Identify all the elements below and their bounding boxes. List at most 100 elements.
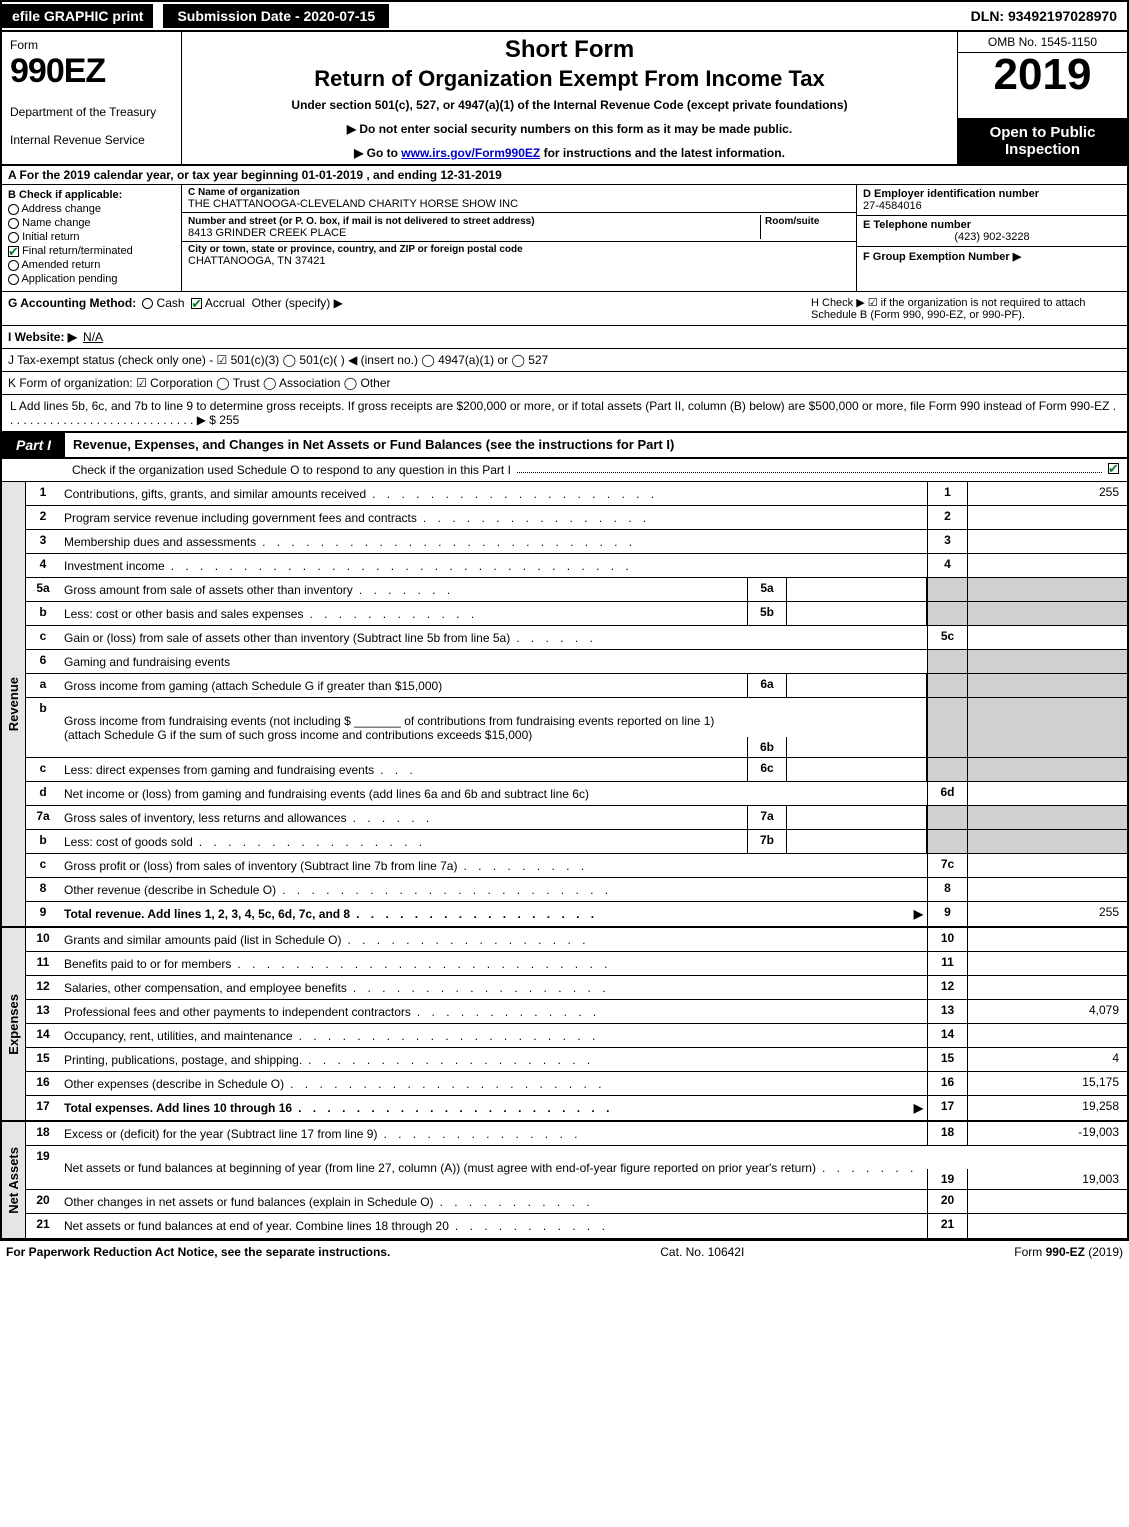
line-21: 21Net assets or fund balances at end of … xyxy=(26,1214,1127,1238)
line-11: 11Benefits paid to or for members. . . .… xyxy=(26,952,1127,976)
irs-link[interactable]: www.irs.gov/Form990EZ xyxy=(401,146,540,160)
info-grid: B Check if applicable: Address change Na… xyxy=(0,185,1129,292)
line-2: 2Program service revenue including gover… xyxy=(26,506,1127,530)
arrow-icon: ▶ xyxy=(914,907,923,921)
street-value: 8413 GRINDER CREEK PLACE xyxy=(188,227,346,239)
dept-irs: Internal Revenue Service xyxy=(10,133,173,147)
footer-form-id: Form 990-EZ (2019) xyxy=(1014,1245,1123,1259)
line-3: 3Membership dues and assessments. . . . … xyxy=(26,530,1127,554)
line-6b: bGross income from fundraising events (n… xyxy=(26,698,1127,758)
line-10: 10Grants and similar amounts paid (list … xyxy=(26,928,1127,952)
chk-final-return[interactable]: Final return/terminated xyxy=(8,245,175,257)
row-i-website: I Website: ▶ N/A xyxy=(0,326,1129,349)
line-14: 14Occupancy, rent, utilities, and mainte… xyxy=(26,1024,1127,1048)
part1-checkbox[interactable] xyxy=(1108,463,1119,474)
part1-check-row: Check if the organization used Schedule … xyxy=(0,459,1129,482)
open-public-badge: Open to Public Inspection xyxy=(958,118,1127,164)
part1-check-text: Check if the organization used Schedule … xyxy=(72,463,511,477)
phone-label: E Telephone number xyxy=(863,219,1121,231)
col-b-checkboxes: B Check if applicable: Address change Na… xyxy=(2,185,182,291)
form-subtitle: Under section 501(c), 527, or 4947(a)(1)… xyxy=(190,98,949,112)
goto-post: for instructions and the latest informat… xyxy=(544,146,785,160)
row-a-tax-year: A For the 2019 calendar year, or tax yea… xyxy=(0,166,1129,185)
form-word: Form xyxy=(10,38,173,52)
part1-header: Part I Revenue, Expenses, and Changes in… xyxy=(0,432,1129,459)
j-text: J Tax-exempt status (check only one) - ☑… xyxy=(8,353,548,367)
expenses-tab: Expenses xyxy=(2,928,26,1120)
row-l-gross-receipts: L Add lines 5b, 6c, and 7b to line 9 to … xyxy=(0,395,1129,432)
footer-left: For Paperwork Reduction Act Notice, see … xyxy=(6,1245,390,1259)
line-4: 4Investment income. . . . . . . . . . . … xyxy=(26,554,1127,578)
form-header: Form 990EZ Department of the Treasury In… xyxy=(0,32,1129,166)
goto-pre: ▶ Go to xyxy=(354,146,401,160)
i-value: N/A xyxy=(83,330,103,344)
line-7c: cGross profit or (loss) from sales of in… xyxy=(26,854,1127,878)
dept-treasury: Department of the Treasury xyxy=(10,105,173,119)
form-goto-link-row: ▶ Go to www.irs.gov/Form990EZ for instru… xyxy=(190,146,949,160)
line-5c: cGain or (loss) from sale of assets othe… xyxy=(26,626,1127,650)
i-label: I Website: ▶ xyxy=(8,330,77,344)
line-1: 1Contributions, gifts, grants, and simil… xyxy=(26,482,1127,506)
form-number: 990EZ xyxy=(10,52,173,91)
line-9: 9Total revenue. Add lines 1, 2, 3, 4, 5c… xyxy=(26,902,1127,926)
part1-title: Revenue, Expenses, and Changes in Net As… xyxy=(65,433,1127,457)
g-accrual[interactable]: Accrual xyxy=(191,296,245,310)
col-c-org-info: C Name of organization THE CHATTANOOGA-C… xyxy=(182,185,857,291)
form-title-main: Return of Organization Exempt From Incom… xyxy=(190,66,949,92)
line-17: 17Total expenses. Add lines 10 through 1… xyxy=(26,1096,1127,1120)
line-13: 13Professional fees and other payments t… xyxy=(26,1000,1127,1024)
row-k-form-org: K Form of organization: ☑ Corporation ◯ … xyxy=(0,372,1129,395)
netassets-tab: Net Assets xyxy=(2,1122,26,1238)
line-6a: aGross income from gaming (attach Schedu… xyxy=(26,674,1127,698)
revenue-section: Revenue 1Contributions, gifts, grants, a… xyxy=(0,482,1129,928)
col-de-ids: D Employer identification number 27-4584… xyxy=(857,185,1127,291)
line-7b: bLess: cost of goods sold. . . . . . . .… xyxy=(26,830,1127,854)
submission-date-label: Submission Date - 2020-07-15 xyxy=(161,2,391,30)
form-ssn-warning: ▶ Do not enter social security numbers o… xyxy=(190,122,949,136)
netassets-section: Net Assets 18Excess or (deficit) for the… xyxy=(0,1122,1129,1240)
efile-print-label[interactable]: efile GRAPHIC print xyxy=(2,4,153,28)
form-title-short: Short Form xyxy=(190,36,949,64)
row-g-accounting: G Accounting Method: Cash Accrual Other … xyxy=(0,292,1129,326)
line-7a: 7aGross sales of inventory, less returns… xyxy=(26,806,1127,830)
line-19: 19Net assets or fund balances at beginni… xyxy=(26,1146,1127,1190)
room-label: Room/suite xyxy=(765,216,819,227)
top-bar: efile GRAPHIC print Submission Date - 20… xyxy=(0,0,1129,32)
line-8: 8Other revenue (describe in Schedule O).… xyxy=(26,878,1127,902)
footer-cat-no: Cat. No. 10642I xyxy=(390,1245,1014,1259)
chk-application-pending[interactable]: Application pending xyxy=(8,273,175,285)
line-18: 18Excess or (deficit) for the year (Subt… xyxy=(26,1122,1127,1146)
city-value: CHATTANOOGA, TN 37421 xyxy=(188,255,850,267)
arrow-icon: ▶ xyxy=(914,1101,923,1115)
org-name: THE CHATTANOOGA-CLEVELAND CHARITY HORSE … xyxy=(188,198,850,210)
part1-tag: Part I xyxy=(2,433,65,457)
line-6: 6Gaming and fundraising events xyxy=(26,650,1127,674)
col-b-header: B Check if applicable: xyxy=(8,189,175,201)
line-12: 12Salaries, other compensation, and empl… xyxy=(26,976,1127,1000)
dln-label: DLN: 93492197028970 xyxy=(961,4,1127,28)
row-j-tax-exempt: J Tax-exempt status (check only one) - ☑… xyxy=(0,349,1129,372)
line-5b: bLess: cost or other basis and sales exp… xyxy=(26,602,1127,626)
line-5a: 5aGross amount from sale of assets other… xyxy=(26,578,1127,602)
page-footer: For Paperwork Reduction Act Notice, see … xyxy=(0,1240,1129,1263)
phone-value: (423) 902-3228 xyxy=(863,231,1121,243)
revenue-tab: Revenue xyxy=(2,482,26,926)
chk-initial-return[interactable]: Initial return xyxy=(8,231,175,243)
chk-address-change[interactable]: Address change xyxy=(8,203,175,215)
line-16: 16Other expenses (describe in Schedule O… xyxy=(26,1072,1127,1096)
g-other[interactable]: Other (specify) ▶ xyxy=(252,296,343,310)
h-check-text: H Check ▶ ☑ if the organization is not r… xyxy=(811,296,1121,321)
group-exemption-label: F Group Exemption Number ▶ xyxy=(863,250,1121,263)
line-15: 15Printing, publications, postage, and s… xyxy=(26,1048,1127,1072)
chk-amended-return[interactable]: Amended return xyxy=(8,259,175,271)
tax-year: 2019 xyxy=(958,53,1127,97)
line-6d: dNet income or (loss) from gaming and fu… xyxy=(26,782,1127,806)
chk-name-change[interactable]: Name change xyxy=(8,217,175,229)
k-text: K Form of organization: ☑ Corporation ◯ … xyxy=(8,376,391,390)
expenses-section: Expenses 10Grants and similar amounts pa… xyxy=(0,928,1129,1122)
ein-label: D Employer identification number xyxy=(863,188,1121,200)
org-name-label: C Name of organization xyxy=(188,187,850,198)
line-6c: cLess: direct expenses from gaming and f… xyxy=(26,758,1127,782)
street-label: Number and street (or P. O. box, if mail… xyxy=(188,216,535,227)
g-cash[interactable]: Cash xyxy=(142,296,184,310)
